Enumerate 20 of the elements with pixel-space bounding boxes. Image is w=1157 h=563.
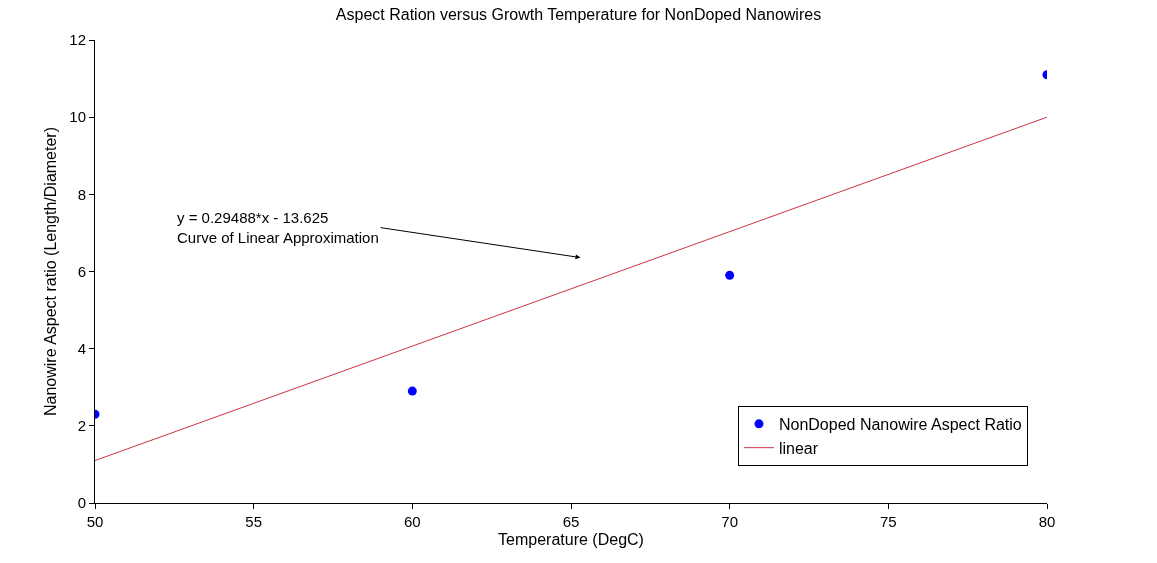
chart-title: Aspect Ration versus Growth Temperature for NonDoped Nanowires xyxy=(335,5,822,23)
legend-label: NonDoped Nanowire Aspect Ratio xyxy=(778,416,1022,434)
y-axis-title: Nanowire Aspect ratio (Length/Diameter) xyxy=(42,126,60,417)
y-tick-label: 12 xyxy=(69,31,86,49)
legend-label: linear xyxy=(778,439,819,457)
x-tick-label: 75 xyxy=(879,513,897,530)
x-tick-label: 60 xyxy=(403,513,421,530)
y-tick-label: 8 xyxy=(77,185,86,203)
x-tick-label: 65 xyxy=(562,513,580,530)
x-axis-title: Temperature (DegC) xyxy=(498,530,644,548)
x-tick-label: 80 xyxy=(1038,513,1056,530)
annotation: y = 0.29488*x - 13.625 Curve of Linear Approximation xyxy=(177,209,379,246)
x-tick-label: 70 xyxy=(721,513,739,530)
y-tick-label: 6 xyxy=(77,262,86,280)
y-tick-label: 10 xyxy=(69,108,86,126)
x-tick-label: 50 xyxy=(86,513,104,530)
x-tick-label: 55 xyxy=(245,513,263,530)
y-tick-label: 2 xyxy=(77,417,86,435)
y-tick-label: 4 xyxy=(77,339,86,357)
y-tick-label: 0 xyxy=(77,494,86,512)
